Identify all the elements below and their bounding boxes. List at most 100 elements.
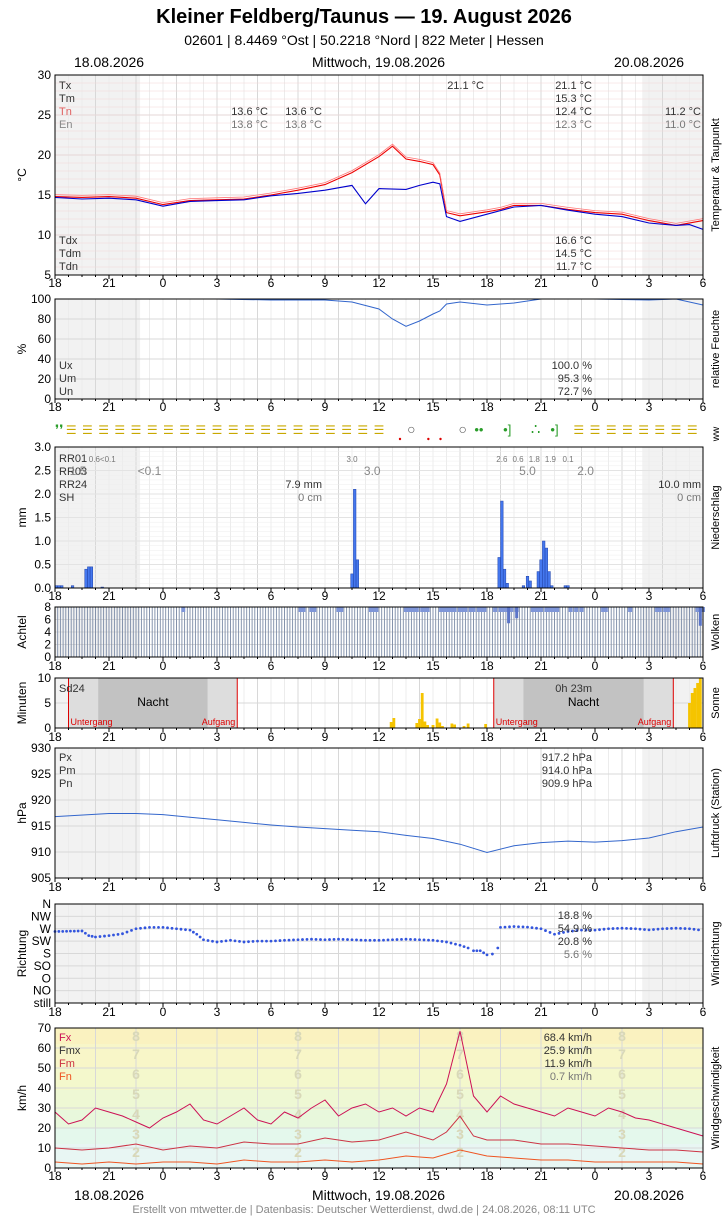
clouds-heavy-bar <box>425 607 430 612</box>
temperature-frame <box>54 74 704 276</box>
wind_direction-point <box>466 946 470 950</box>
ww-fog-icon: ☰ <box>147 423 158 437</box>
wind_direction-point <box>242 940 246 944</box>
wind_speed-beaufort-label: 8 <box>132 1028 140 1044</box>
wind_speed-x-tick-label: 21 <box>534 1169 548 1183</box>
clouds-deep-bar <box>507 607 511 624</box>
precipitation-x-tick-label: 21 <box>534 589 548 603</box>
wind_direction-point <box>233 939 237 943</box>
precipitation-bar <box>497 557 501 589</box>
wind_direction-point <box>215 940 219 944</box>
precipitation-annotation: 0 cm <box>298 492 322 504</box>
humidity-annotation: 72.7 % <box>558 386 592 398</box>
wind_direction-point <box>482 951 486 955</box>
sunshine-bar <box>431 725 435 728</box>
wind_direction-point <box>314 937 318 941</box>
wind_direction-point <box>382 938 385 942</box>
precipitation-x-tick-label: 6 <box>268 589 275 603</box>
precipitation-side-label: Niederschlag <box>710 485 722 549</box>
clouds-heavy-bar <box>309 607 314 612</box>
temperature-y-tick-label: 15 <box>38 188 52 202</box>
pressure-y-tick-label: 905 <box>31 871 51 885</box>
temperature-annotation: 13.8 °C <box>285 119 322 131</box>
wind_direction-point <box>188 928 192 932</box>
wind_direction-point <box>625 926 628 930</box>
clouds-y-axis-label: Achtel <box>15 615 29 648</box>
wind_direction-point <box>125 930 129 934</box>
clouds-heavy-bar <box>463 607 468 612</box>
ww-fog-icon: ☰ <box>606 423 617 437</box>
wind_direction-point <box>697 928 700 932</box>
wind_direction-point <box>121 932 124 936</box>
wind_direction-category-label: N <box>42 897 51 911</box>
humidity-x-tick-label: 21 <box>534 400 548 414</box>
precipitation-bar <box>89 566 93 589</box>
precipitation-x-tick-label: 6 <box>700 589 707 603</box>
wind_direction-point <box>224 939 228 943</box>
clouds-y-tick-label: 4 <box>44 625 51 639</box>
wind_direction-point <box>107 934 111 938</box>
pressure-annotation: 917.2 hPa <box>542 752 593 764</box>
sunshine-sunset-label: Untergang <box>496 717 538 727</box>
precipitation-bar <box>87 566 91 589</box>
clouds-x-tick-label: 3 <box>214 659 221 673</box>
temperature-annotation: 11.0 °C <box>665 119 701 131</box>
wind_direction-point <box>661 927 664 931</box>
ww-clear-icon: ○ <box>407 421 415 437</box>
precipitation-x-tick-label: 0 <box>592 589 599 603</box>
pressure-x-tick-label: 3 <box>646 880 653 894</box>
clouds-heavy-bar <box>663 607 668 612</box>
wind_speed-beaufort-label: 4 <box>132 1106 140 1122</box>
wind_speed-beaufort-label: 5 <box>456 1086 464 1102</box>
clouds-heavy-bar <box>536 607 541 612</box>
clouds-heavy-bar <box>181 607 186 612</box>
wind_direction-point <box>195 932 199 936</box>
pressure-x-tick-label: 0 <box>160 880 167 894</box>
sunshine-bar <box>392 718 396 728</box>
sunshine-sunset-label: Untergang <box>71 717 113 727</box>
ww-fog-icon: ☰ <box>687 423 698 437</box>
ww-fog-icon: ☰ <box>622 423 633 437</box>
temperature-stat-label-Tx: Tx <box>59 80 72 92</box>
wind_speed-beaufort-label: 6 <box>294 1066 302 1082</box>
clouds-heavy-bar <box>657 607 662 612</box>
wind_speed-series-wind_fmx <box>54 1115 704 1153</box>
precipitation-stat-label-SH: SH <box>59 492 74 504</box>
wind_direction-point <box>512 925 516 928</box>
wind_speed-y-tick-label: 0 <box>44 1161 51 1175</box>
wind_direction-point <box>629 927 633 930</box>
clouds-deep-bar <box>698 607 702 626</box>
sunshine-x-tick-label: 6 <box>700 730 707 744</box>
pressure-stat-label-Pm: Pm <box>59 765 76 777</box>
clouds-x-tick-label: 18 <box>48 659 62 673</box>
precipitation-rr03-label: 1.5 <box>70 464 87 478</box>
ww-drizzle-icon: ❜❜ <box>55 422 63 437</box>
wind_speed-x-tick-label: 9 <box>322 1169 329 1183</box>
wind_direction-point <box>670 926 673 930</box>
date-right: 20.08.2026 <box>614 54 685 70</box>
temperature-x-tick-label: 0 <box>592 276 599 290</box>
humidity-night-shade-1 <box>642 299 703 399</box>
precipitation-annotation: 7.9 mm <box>285 479 322 491</box>
wind_direction-point <box>350 938 354 942</box>
sunshine-x-tick-label: 21 <box>102 730 116 744</box>
precipitation-stat-label-RR24: RR24 <box>59 479 87 491</box>
wind_direction-point <box>683 927 687 930</box>
ww-rain-icon: •• <box>474 422 484 437</box>
humidity-x-tick-label: 15 <box>426 400 440 414</box>
precipitation-y-tick-label: 1.5 <box>34 511 51 525</box>
wind_direction-x-tick-label: 0 <box>592 1005 599 1019</box>
clouds-frame <box>54 606 704 658</box>
wind_speed-x-tick-label: 21 <box>102 1169 116 1183</box>
wind_direction-point <box>161 925 165 929</box>
ww-fog-icon: ☰ <box>131 423 142 437</box>
temperature-stat-label-Tm: Tm <box>59 93 75 105</box>
pressure-stat-label-Px: Px <box>59 752 72 764</box>
sunshine-night-label: Nacht <box>568 695 600 709</box>
temperature-stat-label-Tn: Tn <box>59 106 72 118</box>
wind_direction-point <box>283 938 286 942</box>
wind_direction-point <box>328 938 331 941</box>
temperature-x-tick-label: 3 <box>214 276 221 290</box>
wind_direction-point <box>692 927 696 931</box>
